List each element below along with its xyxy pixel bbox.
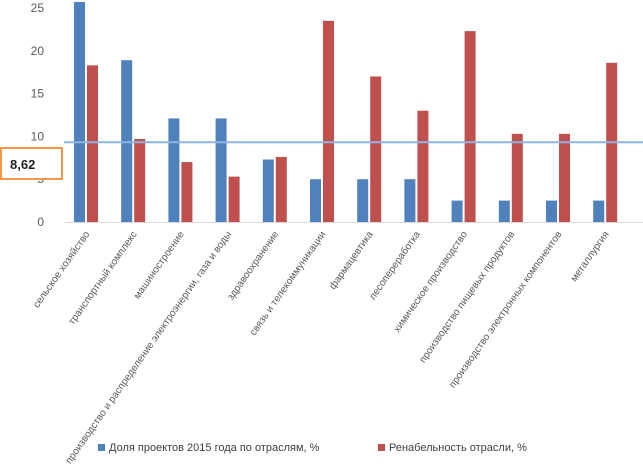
bar-profitability	[559, 133, 570, 222]
bar-share	[593, 200, 605, 222]
y-tick-label: 15	[31, 87, 45, 101]
y-tick-label: 20	[31, 44, 45, 58]
bar-share	[74, 2, 85, 223]
bar-profitability	[181, 162, 193, 222]
reference-value-box: 8,62	[0, 147, 63, 180]
category-label: машиностроение	[132, 229, 187, 301]
legend-swatch-profitability	[378, 444, 385, 451]
bar-share	[404, 179, 416, 222]
bar-profitability	[323, 20, 334, 223]
bar-share	[121, 60, 133, 222]
category-label: здравоохранение	[226, 229, 282, 302]
category-label: металлургия	[569, 229, 612, 284]
y-axis-ticks: 0510152025	[31, 1, 45, 229]
category-label: производство и распределение электроэнер…	[64, 229, 234, 464]
bar-share	[168, 118, 180, 222]
y-tick-label: 0	[37, 215, 44, 229]
legend-label-profitability: Ренабельность отрасли, %	[389, 442, 527, 454]
y-tick-label: 10	[31, 129, 45, 143]
bar-share	[546, 200, 557, 222]
bar-profitability	[228, 176, 240, 222]
bar-profitability	[134, 138, 146, 222]
y-tick-label: 25	[31, 1, 45, 15]
bar-profitability	[275, 156, 287, 222]
reference-value-label: 8,62	[10, 157, 35, 172]
bar-share	[262, 159, 274, 222]
bar-profitability	[511, 133, 523, 222]
legend: Доля проектов 2015 года по отраслям, % Р…	[98, 442, 527, 454]
bar-profitability	[87, 65, 98, 223]
legend-swatch-share	[98, 444, 105, 451]
bars-group	[74, 2, 618, 223]
bar-share	[451, 200, 463, 222]
bar-share	[498, 200, 510, 222]
category-label: лесопереработка	[367, 228, 424, 302]
bar-profitability	[417, 110, 429, 222]
bar-profitability	[464, 31, 476, 222]
category-label: производство пищевых продуктов	[418, 229, 518, 365]
bar-share	[215, 118, 227, 222]
legend-label-share: Доля проектов 2015 года по отраслям, %	[109, 442, 320, 454]
bar-profitability	[370, 76, 382, 222]
reference-value-frame	[0, 147, 63, 180]
bar-share	[310, 179, 321, 222]
bar-share	[357, 179, 369, 222]
category-label: фармацевтика	[327, 228, 376, 291]
